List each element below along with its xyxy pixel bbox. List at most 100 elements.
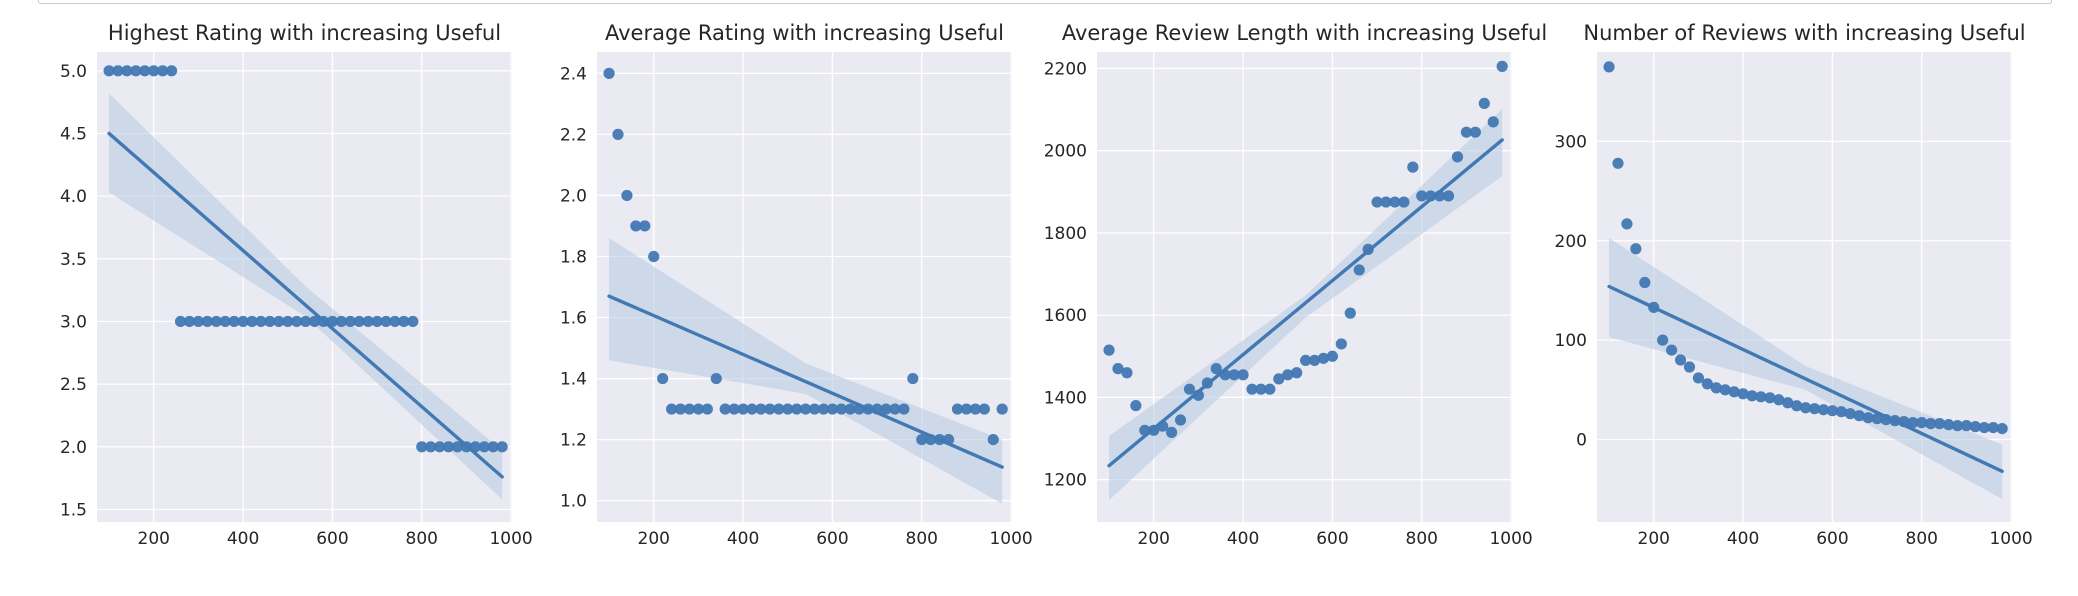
data-point — [1808, 403, 1821, 415]
data-point — [201, 315, 213, 328]
data-point — [648, 250, 660, 263]
data-point — [1228, 369, 1240, 381]
data-point — [1934, 418, 1946, 430]
data-point — [1791, 400, 1803, 412]
data-point — [746, 403, 758, 415]
data-point — [246, 315, 258, 328]
data-point — [291, 315, 303, 328]
data-point — [880, 403, 892, 415]
y-tick-label: 2.5 — [60, 375, 87, 395]
data-point — [1835, 406, 1847, 418]
data-point — [1925, 418, 1937, 430]
data-point — [273, 315, 285, 328]
data-point — [442, 441, 455, 453]
data-point — [1273, 373, 1285, 385]
x-tick-label: 1000 — [1489, 529, 1532, 549]
x-tick-label: 200 — [1638, 529, 1670, 549]
data-point — [1826, 405, 1839, 417]
data-point — [1112, 363, 1124, 375]
data-point — [1130, 400, 1142, 412]
data-point — [166, 65, 178, 77]
data-point — [612, 128, 624, 141]
y-tick-label: 2000 — [1044, 142, 1087, 162]
y-tick-label: 3.0 — [60, 312, 87, 332]
data-point — [960, 403, 973, 415]
y-tick-label: 5.0 — [60, 62, 87, 82]
data-point — [1183, 383, 1196, 395]
data-point — [416, 441, 428, 453]
y-tick-label: 1.2 — [560, 431, 587, 451]
x-tick-label: 200 — [1138, 529, 1170, 549]
data-point — [719, 403, 731, 415]
data-point — [451, 441, 464, 453]
data-point — [1469, 126, 1481, 138]
data-point — [1255, 383, 1267, 395]
data-point — [1710, 382, 1722, 394]
x-tick-label: 800 — [906, 529, 938, 549]
data-point — [1782, 397, 1794, 409]
data-point — [907, 372, 919, 385]
regression-line — [1607, 284, 2004, 474]
x-tick-label: 600 — [1316, 529, 1348, 549]
data-point — [1728, 386, 1740, 398]
x-tick-label: 400 — [1727, 529, 1759, 549]
x-tick-label: 1000 — [489, 529, 532, 549]
data-point — [219, 315, 231, 328]
data-point — [1300, 354, 1312, 366]
data-point — [335, 315, 347, 328]
data-point — [1210, 363, 1222, 375]
data-point — [1246, 383, 1258, 395]
data-point — [1496, 60, 1508, 72]
data-point — [1389, 196, 1401, 208]
data-point — [791, 403, 803, 415]
data-point — [1951, 420, 1964, 432]
confidence-band — [609, 238, 1003, 504]
data-point — [1978, 422, 1990, 434]
regression-line — [107, 131, 504, 479]
y-tick-label: 200 — [1555, 232, 1587, 252]
data-point — [1353, 264, 1365, 276]
data-point — [1800, 402, 1812, 414]
data-point — [1371, 196, 1383, 208]
data-point — [210, 315, 222, 328]
data-point — [308, 315, 321, 328]
data-point — [121, 65, 133, 77]
x-tick-label: 400 — [727, 529, 759, 549]
data-point — [487, 441, 499, 453]
y-tick-label: 4.0 — [60, 187, 87, 207]
data-point — [1380, 196, 1392, 208]
y-tick-label: 2.2 — [560, 125, 587, 145]
data-point — [1451, 151, 1464, 163]
data-point — [1308, 354, 1321, 366]
chart-panel-1: 200 400 600 800 1000 1.5 2.0 2.5 3.0 3.5 4.0 4.5 5.0… — [60, 21, 533, 549]
chart-title: Average Review Length with increasing Us… — [1062, 21, 1547, 45]
data-point — [1692, 372, 1705, 384]
data-point — [1942, 419, 1955, 431]
y-tick-label: 300 — [1555, 132, 1587, 152]
y-tick-label: 0 — [1576, 431, 1587, 451]
data-point — [389, 315, 401, 328]
data-point — [808, 403, 821, 415]
data-point — [1674, 354, 1687, 366]
data-point — [951, 403, 964, 415]
data-point — [1987, 422, 1999, 434]
data-point — [255, 315, 267, 328]
data-point — [139, 65, 151, 77]
data-point — [1871, 413, 1883, 425]
data-point — [630, 220, 642, 232]
x-tick-label: 800 — [1906, 529, 1938, 549]
data-point — [1996, 422, 2008, 435]
data-point — [1460, 126, 1473, 138]
x-tick-label: 200 — [138, 529, 170, 549]
data-point — [1407, 161, 1419, 173]
y-tick-label: 2.4 — [560, 64, 587, 84]
data-point — [1416, 190, 1428, 202]
data-point — [728, 403, 740, 415]
data-point — [701, 403, 713, 415]
y-tick-label: 1.0 — [560, 492, 587, 512]
data-point — [103, 65, 115, 77]
data-point — [1657, 334, 1669, 346]
window-top-border — [38, 0, 2052, 4]
data-point — [1442, 190, 1455, 202]
